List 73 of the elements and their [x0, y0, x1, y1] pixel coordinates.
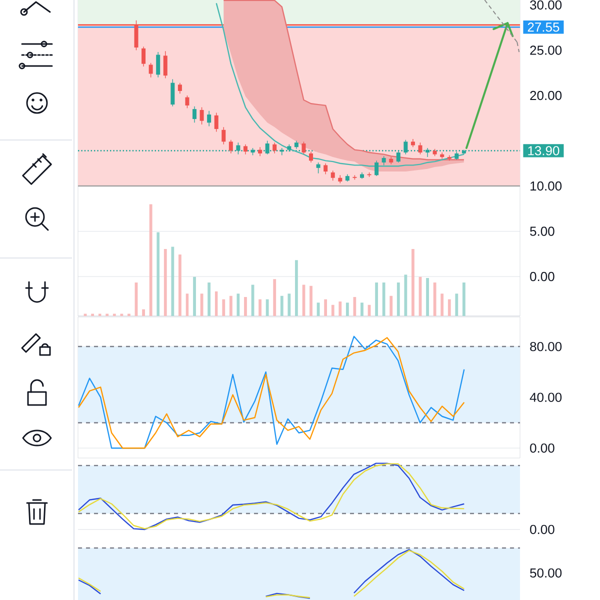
y-tick-label: 30.00 [530, 0, 562, 10]
candlestick [192, 106, 197, 123]
text: 50.00 [530, 568, 562, 578]
bar [412, 248, 414, 316]
candlestick [228, 139, 233, 154]
candlestick [272, 142, 277, 154]
bar [171, 246, 174, 316]
candlestick [222, 126, 226, 145]
candlestick [309, 151, 314, 163]
candlestick [302, 141, 306, 155]
y-tick-label: 20.00 [530, 90, 562, 100]
bar [288, 294, 291, 316]
y-tick-label: 0.00 [530, 443, 554, 453]
bar [448, 299, 451, 316]
candlestick [330, 170, 335, 181]
bar [316, 302, 320, 316]
bar [331, 304, 334, 316]
y-tick-label: 5.00 [530, 226, 554, 236]
y-tick-label: 40.00 [530, 392, 562, 402]
bar [164, 248, 167, 316]
bar [266, 299, 269, 316]
candlestick [324, 163, 328, 175]
bar [208, 282, 211, 316]
bar [280, 296, 284, 316]
ref-line-label: 27.55 [528, 22, 560, 32]
bar [375, 282, 378, 316]
y-tick-label: 10.00 [530, 181, 562, 191]
bar [346, 302, 349, 316]
bar [273, 279, 276, 316]
bar [193, 276, 196, 316]
bar [426, 278, 429, 316]
candlestick [170, 78, 175, 107]
candlestick [316, 162, 320, 174]
bar [229, 296, 232, 316]
bar [462, 282, 466, 316]
bar [455, 294, 458, 316]
candlestick [200, 106, 204, 125]
candlestick [382, 156, 386, 166]
y-tick-label: 25.00 [530, 46, 562, 55]
candlestick [156, 52, 160, 78]
candlestick [243, 144, 248, 155]
bar [244, 297, 247, 316]
candlestick [374, 160, 379, 176]
bar [142, 309, 145, 316]
y-tick-label: 80.00 [530, 342, 562, 352]
candlestick [185, 95, 190, 109]
bar [294, 260, 298, 316]
bar [390, 296, 393, 316]
bar [222, 299, 226, 316]
candlestick [178, 82, 182, 94]
bar [353, 297, 356, 316]
candlestick [148, 62, 153, 78]
bar [440, 294, 444, 316]
bar [149, 204, 152, 316]
candlestick [258, 146, 262, 156]
bar [396, 282, 400, 316]
bar [404, 274, 408, 316]
y-tick-label: 0.00 [530, 272, 554, 282]
bar [258, 299, 262, 316]
bar [360, 302, 364, 316]
candlestick [142, 46, 146, 67]
bar [178, 254, 182, 316]
candlestick [163, 50, 168, 79]
bar [324, 299, 328, 316]
candlestick [214, 112, 218, 132]
bar [310, 286, 312, 316]
ref-line-label: 13.90 [528, 146, 560, 156]
bar [236, 294, 240, 316]
bar [433, 282, 436, 316]
candlestick [418, 142, 422, 155]
bar [338, 301, 342, 316]
candlestick [207, 110, 212, 127]
candlestick [134, 20, 138, 51]
